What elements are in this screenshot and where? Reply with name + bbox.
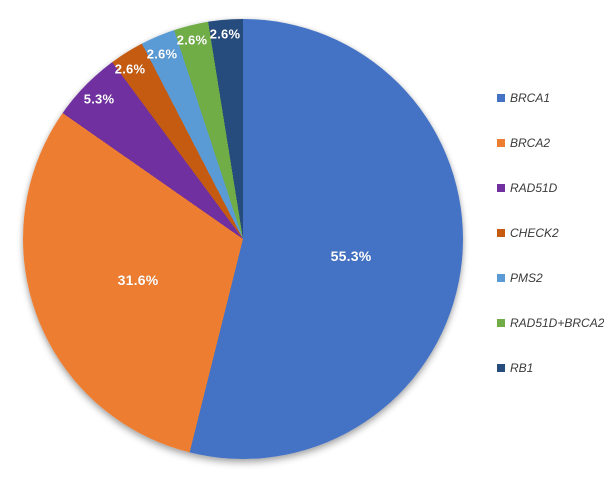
legend-item-rad51d-brca2: RAD51D+BRCA2 [497,316,604,330]
legend-item-brca1: BRCA1 [497,91,604,105]
legend-item-brca2: BRCA2 [497,136,604,150]
legend-label-pms2: PMS2 [510,271,543,285]
legend-item-rb1: RB1 [497,361,604,375]
slice-label-brca1: 55.3% [330,248,372,264]
legend-item-pms2: PMS2 [497,271,604,285]
legend-swatch-check2 [497,229,505,237]
slice-label-rad51d-brca2: 2.6% [176,32,208,48]
slice-label-brca2: 31.6% [117,272,159,288]
legend-label-brca2: BRCA2 [510,136,551,150]
slice-label-pms2: 2.6% [146,46,178,62]
legend-item-check2: CHECK2 [497,226,604,240]
legend-swatch-pms2 [497,274,505,282]
legend-label-brca1: BRCA1 [510,91,551,105]
legend-label-rad51d-brca2: RAD51D+BRCA2 [510,316,604,330]
legend-label-check2: CHECK2 [510,226,559,240]
legend-swatch-brca2 [497,139,505,147]
legend-label-rad51d: RAD51D [510,181,558,195]
slice-label-rad51d: 5.3% [83,91,115,107]
legend-item-rad51d: RAD51D [497,181,604,195]
legend-swatch-rb1 [497,364,505,372]
slice-label-check2: 2.6% [114,61,146,77]
legend-swatch-rad51d-brca2 [497,319,505,327]
legend-swatch-rad51d [497,184,505,192]
slice-label-rb1: 2.6% [209,26,241,42]
pie-chart [23,19,463,459]
chart-legend: BRCA1 BRCA2 RAD51D CHECK2 PMS2 RAD51D+BR… [497,91,604,375]
legend-label-rb1: RB1 [510,361,534,375]
legend-swatch-brca1 [497,94,505,102]
